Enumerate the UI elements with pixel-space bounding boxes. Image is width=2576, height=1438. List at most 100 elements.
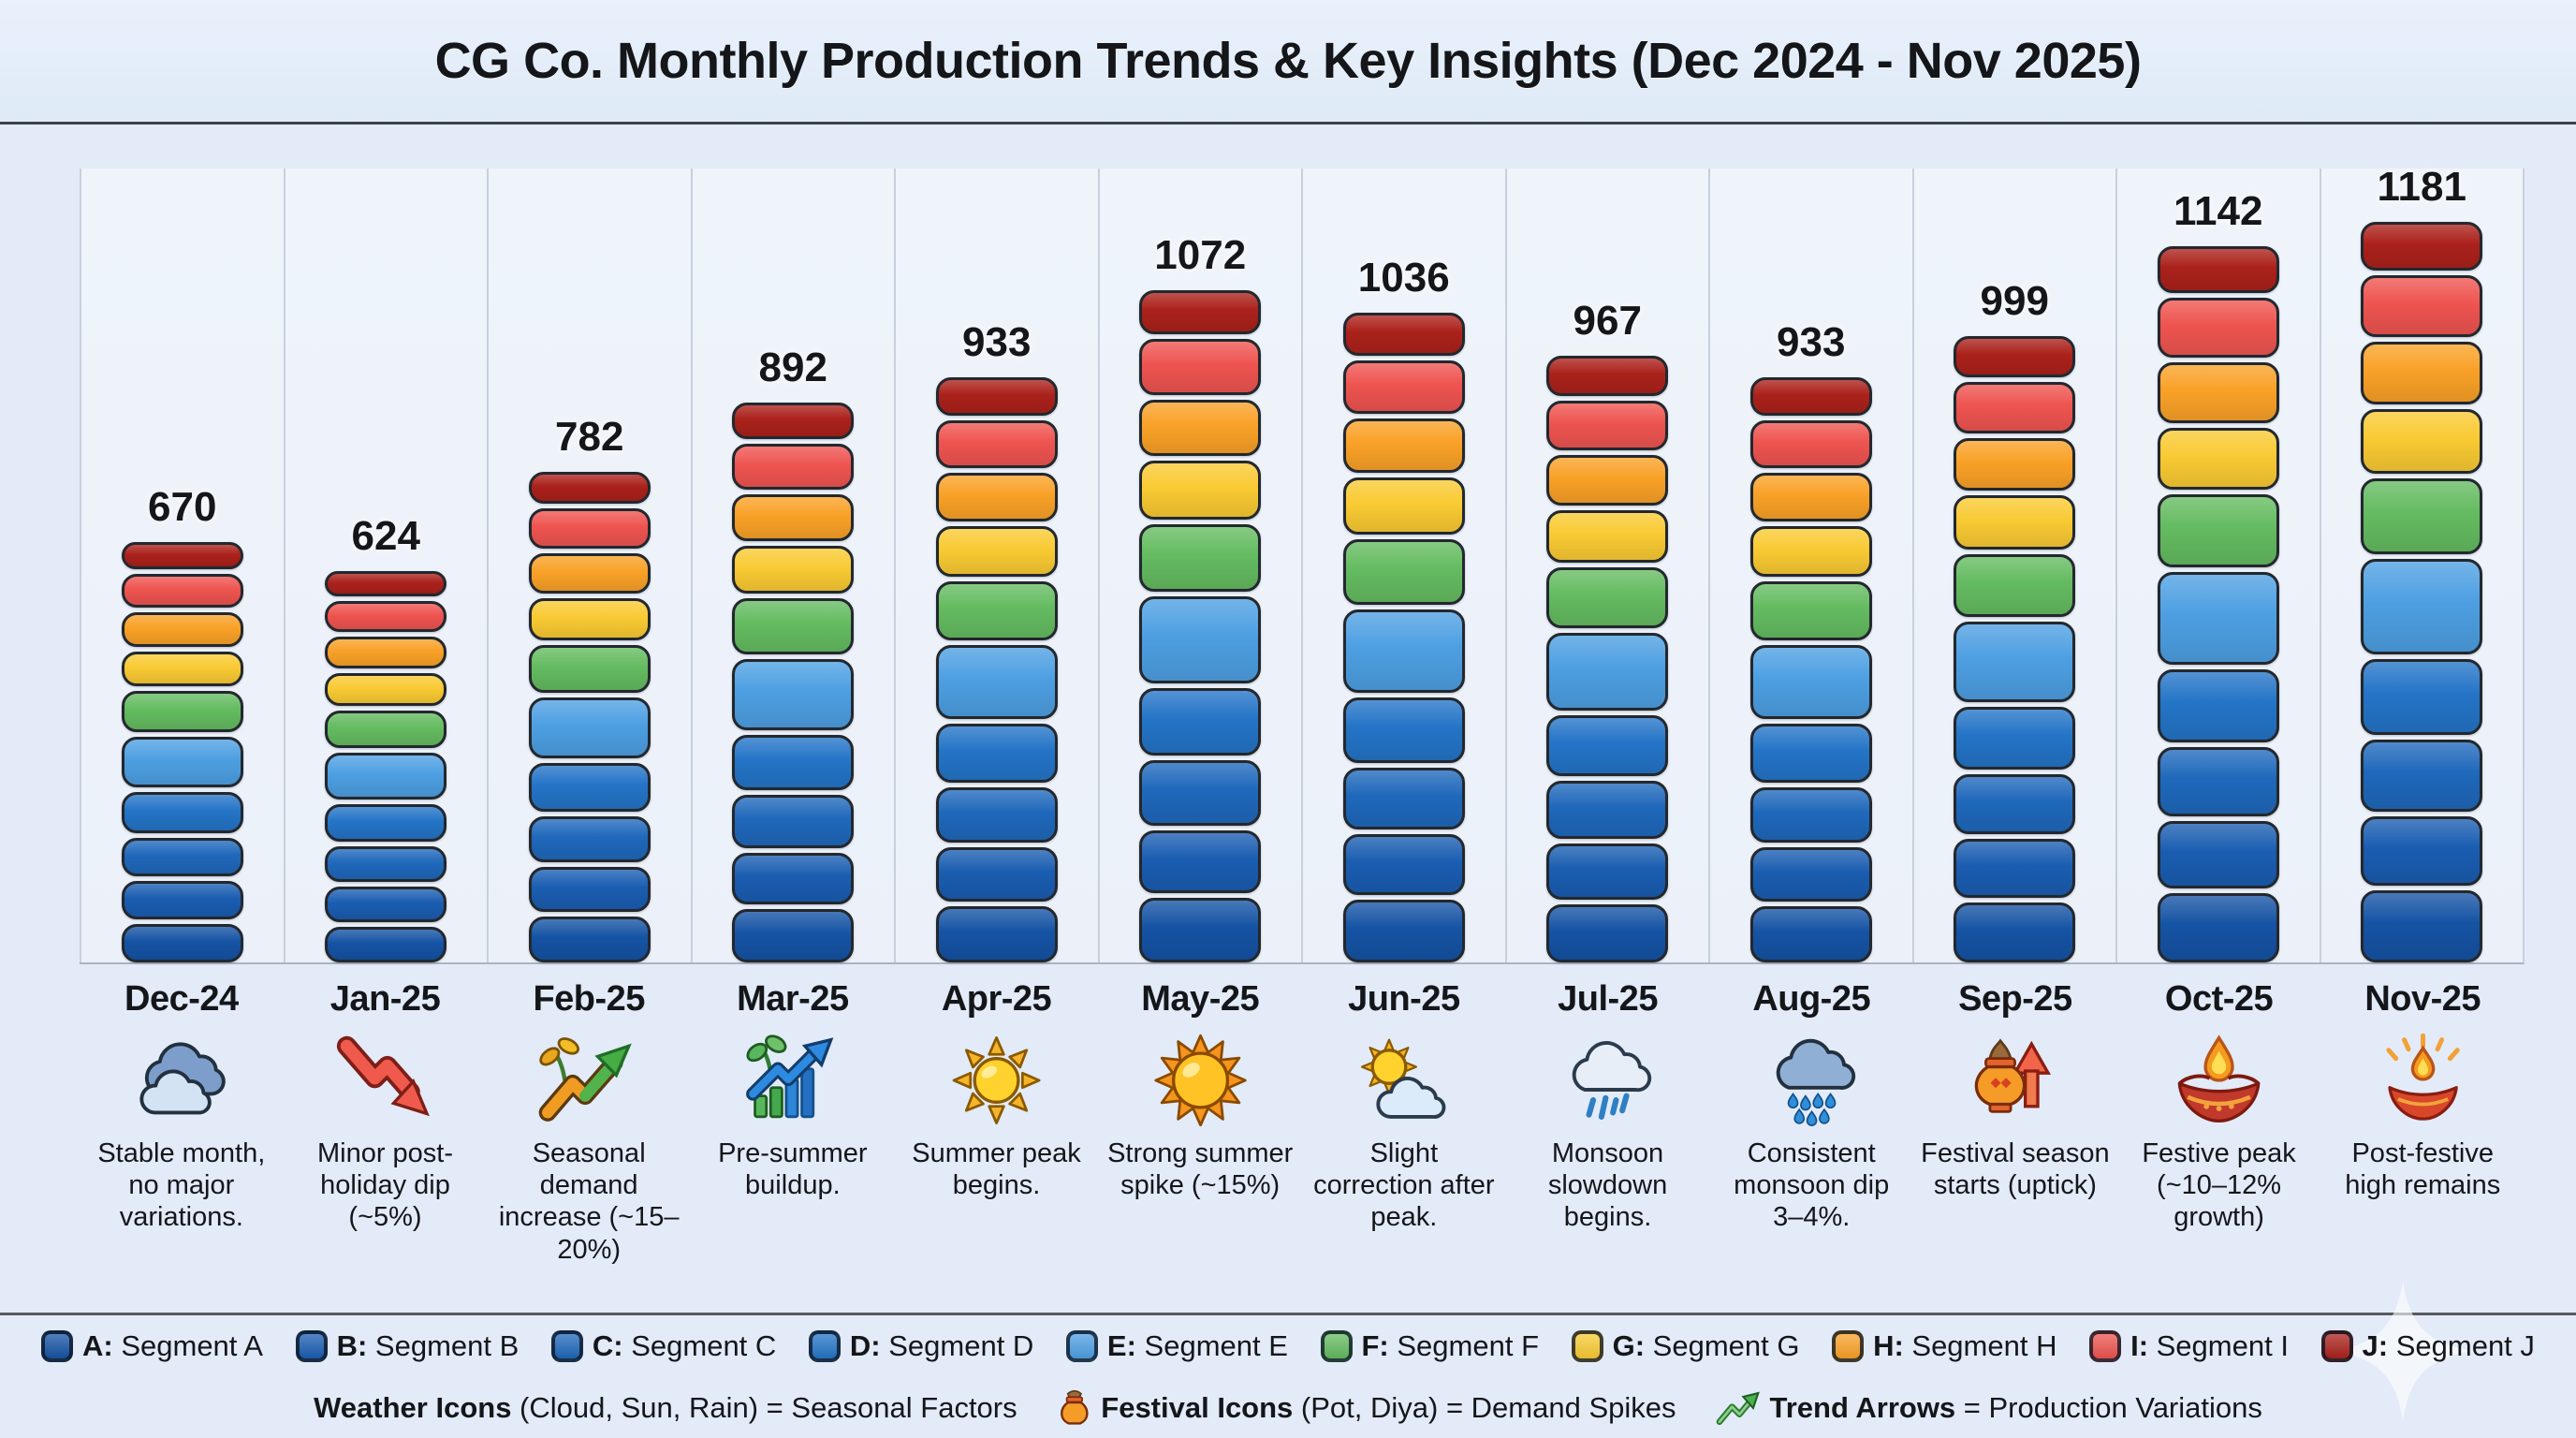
bar-segment-C: [1954, 774, 2076, 835]
bar-segment-B: [528, 866, 651, 912]
annotation-column-Aug-25: Aug-25 Consistent monsoon dip 3–4%.: [1709, 974, 1913, 1311]
bar-segment-H: [732, 494, 855, 541]
bar-value-label: 933: [962, 319, 1032, 365]
growth-chart-icon: [740, 1033, 844, 1128]
stacked-bar-Mar-25: [732, 403, 855, 963]
bar-segment-B: [1749, 847, 1872, 902]
bar-segment-J: [1749, 377, 1872, 416]
bar-segment-H: [1954, 437, 2076, 492]
month-label: Aug-25: [1752, 979, 1871, 1019]
bar-segment-C: [1342, 767, 1465, 830]
rain-cloud-icon: [1556, 1033, 1660, 1128]
bar-segment-A: [935, 906, 1058, 962]
plot-column-Dec-24: 670: [80, 169, 284, 962]
bar-segment-A: [1139, 897, 1262, 963]
bar-segment-G: [2157, 427, 2279, 491]
legend-swatch: [295, 1330, 328, 1362]
bar-segment-D: [121, 792, 243, 833]
legend-swatch: [1832, 1330, 1865, 1362]
legend-label: A: Segment A: [82, 1329, 263, 1362]
legend-item-A: A: Segment A: [41, 1329, 263, 1363]
bar-segment-F: [1342, 538, 1465, 605]
bar-segment-G: [325, 673, 447, 707]
bar-value-label: 933: [1777, 319, 1846, 365]
glowing-diya-icon: [2371, 1033, 2475, 1128]
bar-segment-B: [1342, 834, 1465, 896]
stacked-bar-Sep-25: [1954, 336, 2076, 962]
bar-segment-J: [1546, 356, 1669, 396]
annotation-column-Nov-25: Nov-25 Post-festive high remains: [2320, 974, 2525, 1311]
legend-note-text: Trend Arrows = Production Variations: [1769, 1391, 2262, 1424]
bar-segment-E: [1954, 622, 2076, 703]
month-insight-caption: Seasonal demand increase (~15–20%): [498, 1138, 680, 1265]
annotation-column-Feb-25: Feb-25 Seasonal demand increase (~15–20%): [487, 974, 691, 1311]
month-label: Feb-25: [533, 979, 645, 1019]
bar-segment-D: [1342, 697, 1465, 763]
month-label: Sep-25: [1958, 979, 2072, 1019]
bar-value-label: 624: [351, 513, 420, 559]
bar-segment-I: [121, 574, 243, 609]
month-insight-caption: Minor post-holiday dip (~5%): [316, 1138, 454, 1233]
bar-segment-C: [935, 786, 1058, 844]
bar-segment-C: [2361, 739, 2483, 812]
bar-segment-B: [2157, 820, 2279, 888]
stacked-bar-Jun-25: [1342, 313, 1465, 962]
bar-segment-A: [1546, 903, 1669, 962]
stacked-bar-Jul-25: [1546, 356, 1669, 962]
bar-segment-J: [1954, 336, 2076, 377]
plot-column-Feb-25: 782: [487, 169, 691, 963]
legend-note-text: Weather Icons (Cloud, Sun, Rain) = Seaso…: [314, 1391, 1017, 1424]
month-label: Dec-24: [124, 979, 239, 1019]
annotation-column-Dec-24: Dec-24 Stable month, no major variations.: [80, 974, 284, 1311]
bar-segment-J: [1139, 290, 1262, 335]
bar-segment-I: [1342, 360, 1465, 414]
month-insight-caption: Strong summer spike (~15%): [1107, 1138, 1294, 1201]
annotation-column-Jan-25: Jan-25 Minor post-holiday dip (~5%): [284, 974, 488, 1311]
bar-segment-G: [1954, 495, 2076, 550]
bar-segment-D: [732, 734, 855, 791]
month-insight-caption: Slight correction after peak.: [1313, 1138, 1495, 1233]
seasonal-growth-arrow-icon: [537, 1033, 641, 1128]
stacked-bar-Feb-25: [528, 472, 651, 963]
month-insight-caption: Summer peak begins.: [912, 1138, 1081, 1201]
bar-segment-B: [732, 852, 855, 905]
bar-segment-H: [2361, 341, 2483, 404]
bar-segment-A: [1342, 900, 1465, 962]
cloud-icon: [124, 1033, 239, 1128]
bar-segment-I: [1749, 420, 1872, 469]
legend-swatch: [2320, 1330, 2353, 1362]
bar-value-label: 999: [1980, 278, 2049, 324]
plot-column-Aug-25: 933: [1708, 169, 1912, 962]
legend-swatch: [1320, 1330, 1353, 1362]
legend-label: H: Segment H: [1873, 1329, 2057, 1362]
sun-behind-cloud-icon: [1352, 1033, 1456, 1128]
stacked-bar-Aug-25: [1749, 377, 1872, 962]
stacked-bar-plot: 670 624 782 892 933 1072 1036 967 933 999 1142 1181: [80, 164, 2525, 964]
legend-item-E: E: Segment E: [1065, 1329, 1288, 1363]
month-label: Jun-25: [1348, 979, 1460, 1019]
bar-segment-B: [121, 881, 243, 919]
bar-segment-A: [528, 916, 651, 963]
bar-segment-I: [528, 508, 651, 549]
bar-segment-J: [1342, 313, 1465, 356]
legend-swatch: [2089, 1330, 2122, 1362]
bar-segment-F: [1749, 581, 1872, 640]
legend-note: Weather Icons (Cloud, Sun, Rain) = Seaso…: [314, 1391, 1017, 1425]
bar-segment-E: [935, 644, 1058, 720]
month-label: Apr-25: [941, 979, 1052, 1019]
bar-segment-G: [732, 545, 855, 594]
bar-segment-D: [2157, 669, 2279, 742]
bar-segment-H: [1546, 454, 1669, 506]
annotation-column-Jun-25: Jun-25 Slight correction after peak.: [1302, 974, 1506, 1311]
month-insight-caption: Post-festive high remains: [2345, 1138, 2501, 1201]
bar-segment-D: [1749, 724, 1872, 783]
strong-sun-icon: [1149, 1033, 1252, 1128]
stacked-bar-Nov-25: [2361, 222, 2483, 963]
bar-segment-G: [1342, 477, 1465, 535]
bar-segment-F: [121, 691, 243, 732]
plot-column-Jan-25: 624: [283, 169, 488, 963]
annotation-column-Jul-25: Jul-25 Monsoon slowdown begins.: [1506, 974, 1710, 1311]
bar-segment-E: [528, 697, 651, 759]
month-label: Jul-25: [1558, 979, 1658, 1019]
plot-column-Nov-25: 1181: [2319, 164, 2524, 963]
